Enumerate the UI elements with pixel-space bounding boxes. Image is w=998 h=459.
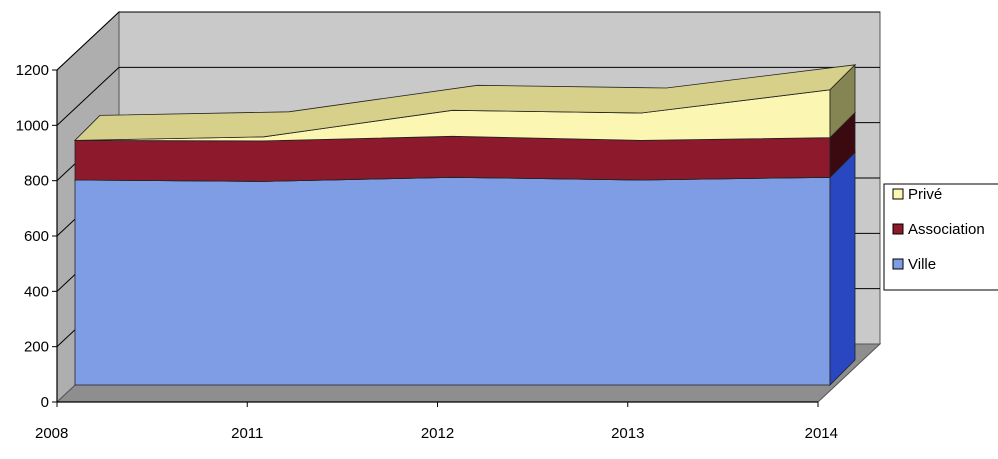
legend-label: Privé bbox=[908, 186, 942, 203]
area-ville bbox=[74, 176, 831, 386]
y-tick-label: 600 bbox=[24, 228, 49, 245]
x-axis-ticks: 2008 2011 2012 2013 2014 bbox=[35, 402, 838, 442]
y-tick-label: 200 bbox=[24, 339, 49, 356]
legend-swatch bbox=[892, 258, 904, 270]
y-tick-label: 0 bbox=[41, 394, 49, 411]
legend-swatch bbox=[892, 223, 904, 235]
y-tick-label: 400 bbox=[24, 283, 49, 300]
area-side-ville bbox=[829, 151, 856, 386]
x-tick-label: 2013 bbox=[611, 425, 644, 442]
series-areas bbox=[74, 63, 857, 386]
legend-box bbox=[883, 183, 998, 291]
gridline-side bbox=[56, 66, 120, 126]
y-tick-label: 1200 bbox=[16, 62, 49, 79]
legend-label: Association bbox=[908, 221, 985, 238]
legend: Privé Association Ville bbox=[883, 183, 998, 291]
x-tick-label: 2008 bbox=[35, 425, 68, 442]
legend-swatch bbox=[892, 188, 904, 200]
legend-label: Ville bbox=[908, 256, 936, 273]
y-tick-label: 800 bbox=[24, 173, 49, 190]
x-tick-label: 2011 bbox=[231, 425, 263, 442]
x-tick-label: 2012 bbox=[421, 425, 454, 442]
area-association bbox=[74, 135, 831, 182]
x-tick-label: 2014 bbox=[805, 425, 838, 442]
area-side-priv- bbox=[829, 63, 856, 139]
y-axis-ticks: 0 200 400 600 800 1000 1200 bbox=[16, 62, 57, 411]
gridline-side bbox=[56, 11, 120, 71]
y-tick-label: 1000 bbox=[16, 117, 49, 134]
